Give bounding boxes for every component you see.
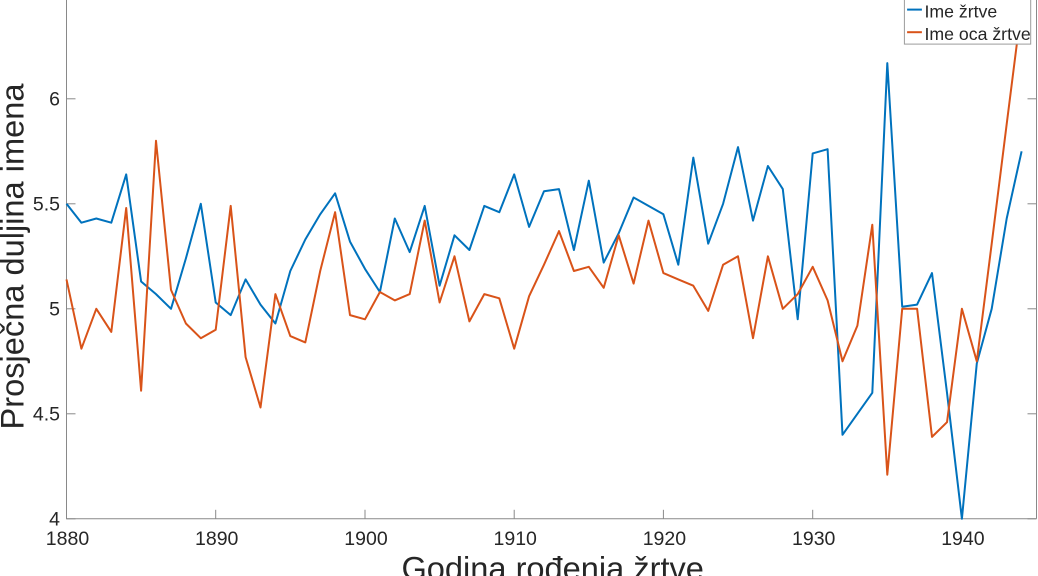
svg-text:6: 6: [49, 89, 60, 111]
svg-text:Prosječna duljina imena: Prosječna duljina imena: [0, 83, 31, 430]
svg-text:5.5: 5.5: [33, 194, 60, 216]
svg-text:Ime žrtve: Ime žrtve: [925, 1, 998, 21]
svg-text:1890: 1890: [195, 528, 239, 550]
svg-text:1900: 1900: [344, 528, 388, 550]
svg-text:1930: 1930: [792, 528, 836, 550]
svg-text:1940: 1940: [941, 528, 985, 550]
svg-text:Godina rođenja žrtve: Godina rođenja žrtve: [401, 550, 703, 576]
svg-text:1910: 1910: [494, 528, 538, 550]
svg-text:Ime oca žrtve: Ime oca žrtve: [925, 24, 1031, 44]
svg-text:1880: 1880: [46, 528, 90, 550]
svg-text:4.5: 4.5: [33, 404, 60, 426]
svg-text:4: 4: [49, 509, 60, 531]
svg-text:5: 5: [49, 299, 60, 321]
svg-text:1920: 1920: [643, 528, 687, 550]
